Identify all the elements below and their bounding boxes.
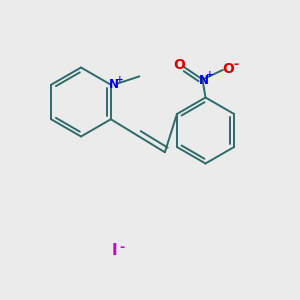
Text: I: I: [111, 243, 117, 258]
Text: O: O: [173, 58, 185, 72]
Text: -: -: [233, 58, 238, 71]
Text: N: N: [199, 74, 209, 87]
Text: O: O: [222, 62, 234, 76]
Text: N: N: [109, 78, 119, 91]
Text: -: -: [120, 241, 125, 254]
Text: +: +: [116, 75, 124, 84]
Text: +: +: [206, 70, 214, 79]
